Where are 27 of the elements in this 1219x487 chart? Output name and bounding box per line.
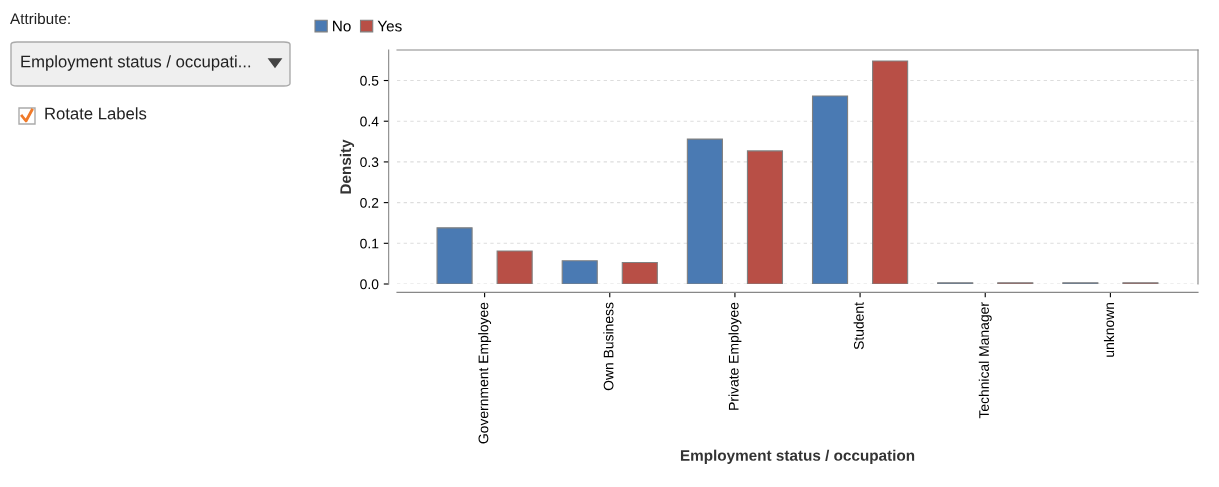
x-tick-label: Technical Manager — [978, 302, 992, 419]
y-axis-title: Density — [339, 139, 355, 194]
bar — [561, 260, 598, 284]
x-axis-title: Employment status / occupation — [680, 449, 915, 464]
x-tick-label: Student — [853, 302, 864, 350]
bar — [811, 95, 849, 284]
x-tick-label: Government Employee — [478, 302, 492, 444]
y-tick-label: 0.1 — [360, 238, 379, 249]
x-tick-label: unknown — [1103, 302, 1115, 357]
legend-label: Yes — [377, 20, 402, 32]
bar — [436, 227, 473, 284]
bar — [872, 60, 909, 284]
y-tick-label: 0.2 — [360, 197, 379, 208]
bar — [496, 250, 533, 284]
y-tick-label: 0.4 — [360, 116, 379, 127]
y-tick-label: 0.3 — [360, 157, 379, 168]
legend-label: No — [333, 20, 351, 32]
bar — [621, 261, 658, 284]
bar — [746, 150, 784, 284]
bar — [686, 138, 723, 284]
x-tick-label: Own Business — [603, 302, 614, 391]
y-tick-label: 0.5 — [360, 75, 379, 86]
text: Attribute: — [10, 12, 70, 25]
y-tick-label: 0.0 — [360, 279, 379, 290]
x-tick-label: Private Employee — [728, 302, 742, 410]
text: Employment status / occupati... — [21, 55, 251, 71]
text: Rotate Labels — [45, 107, 147, 120]
